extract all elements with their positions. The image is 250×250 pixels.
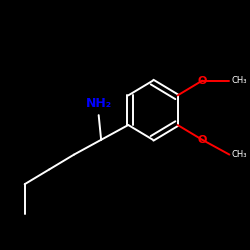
Text: NH₂: NH₂ (86, 97, 112, 110)
Text: CH₃: CH₃ (232, 150, 247, 159)
Text: O: O (198, 76, 207, 86)
Text: CH₃: CH₃ (232, 76, 247, 85)
Text: O: O (198, 135, 207, 145)
